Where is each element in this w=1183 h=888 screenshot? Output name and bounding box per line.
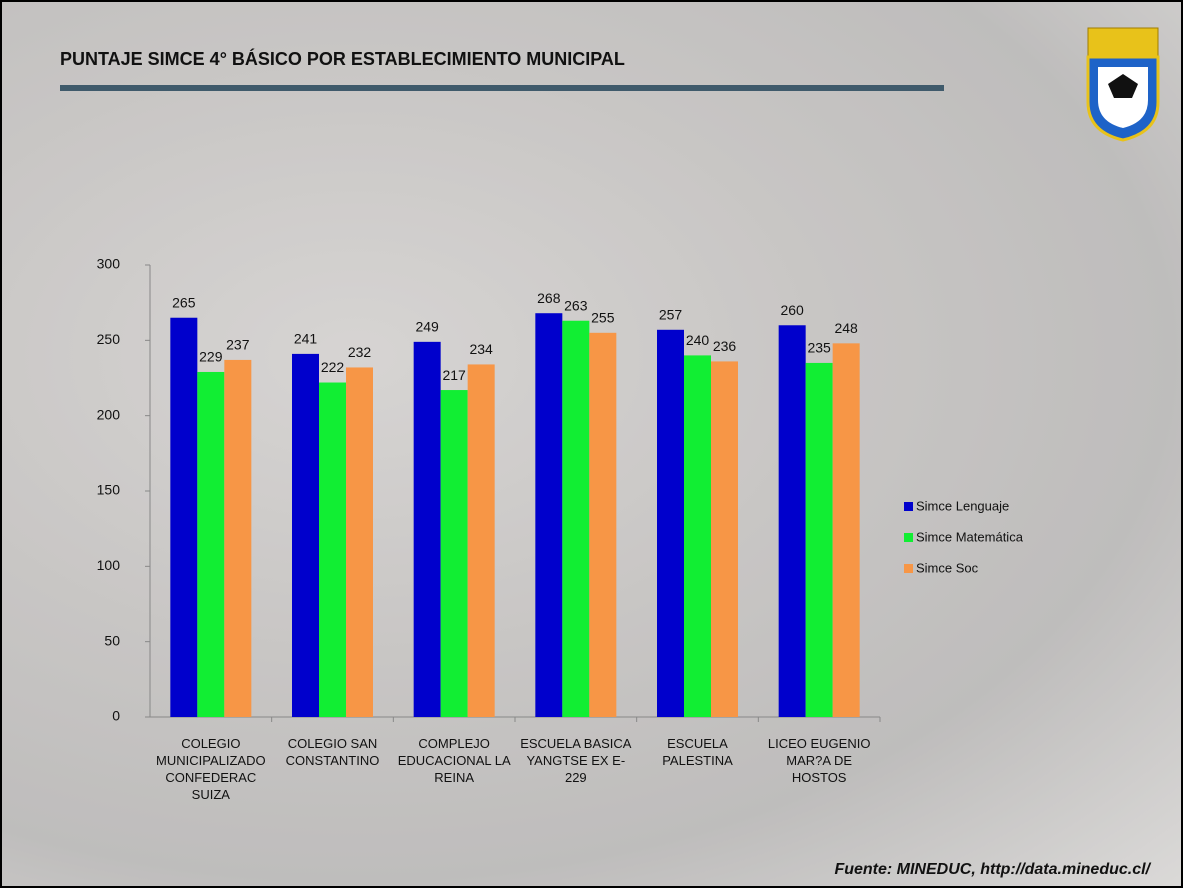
bar [711, 361, 738, 717]
data-label: 222 [321, 359, 345, 375]
data-label: 241 [294, 331, 318, 347]
bar [413, 341, 441, 717]
title-underline [60, 85, 944, 91]
data-label: 232 [348, 344, 372, 360]
x-tick-label: LICEO EUGENIO MAR?A DE HOSTOS [767, 736, 871, 785]
bar [589, 332, 617, 717]
y-tick-label: 0 [112, 708, 120, 724]
x-tick-label: COLEGIO MUNICIPALIZADO CONFEDERAC SUIZA [156, 736, 266, 802]
bar [224, 359, 252, 717]
y-tick-label: 200 [97, 406, 121, 422]
logo [1086, 27, 1160, 142]
x-tick-label: COLEGIO SAN CONSTANTINO [285, 736, 380, 768]
bar [319, 382, 346, 717]
data-label: 255 [591, 310, 615, 326]
data-label: 229 [199, 349, 223, 365]
y-tick-label: 250 [97, 331, 121, 347]
bar [292, 353, 319, 717]
bar [562, 320, 590, 717]
legend-swatch [904, 533, 913, 542]
data-label: 249 [415, 319, 439, 335]
bar [170, 317, 198, 717]
y-tick-label: 300 [97, 256, 121, 272]
data-label: 237 [226, 337, 250, 353]
legend-label: Simce Matemática [916, 529, 1024, 544]
data-label: 265 [172, 294, 196, 310]
data-label: 260 [780, 302, 804, 318]
bar [805, 362, 833, 717]
legend-label: Simce Lenguaje [916, 498, 1009, 513]
chart-title: PUNTAJE SIMCE 4° BÁSICO POR ESTABLECIMIE… [60, 48, 625, 69]
bar [657, 329, 684, 717]
y-tick-label: 150 [97, 482, 121, 498]
legend-label: Simce Soc [916, 560, 979, 575]
legend-swatch [904, 502, 913, 511]
data-label: 236 [713, 338, 737, 354]
data-label: 234 [469, 341, 493, 357]
bar [440, 390, 468, 717]
data-label: 235 [807, 340, 831, 356]
bar [832, 343, 860, 717]
data-label: 257 [659, 306, 683, 322]
y-tick-label: 50 [104, 632, 120, 648]
source-note: Fuente: MINEDUC, http://data.mineduc.cl/ [834, 861, 1151, 878]
y-tick-label: 100 [97, 557, 121, 573]
data-label: 217 [442, 367, 466, 383]
data-label: 268 [537, 290, 561, 306]
bar [778, 325, 806, 717]
bar [467, 364, 495, 717]
data-label: 248 [834, 320, 858, 336]
legend-swatch [904, 564, 913, 573]
data-label: 263 [564, 297, 588, 313]
x-tick-label: ESCUELA BASICA YANGTSE EX E-229 [520, 736, 632, 785]
bar [197, 371, 225, 717]
x-tick-label: COMPLEJO EDUCACIONAL LA REINA [397, 736, 511, 785]
bar [346, 367, 373, 717]
bar [684, 355, 711, 717]
data-label: 240 [686, 332, 710, 348]
bar [535, 313, 563, 717]
x-tick-label: ESCUELA PALESTINA [662, 736, 733, 768]
